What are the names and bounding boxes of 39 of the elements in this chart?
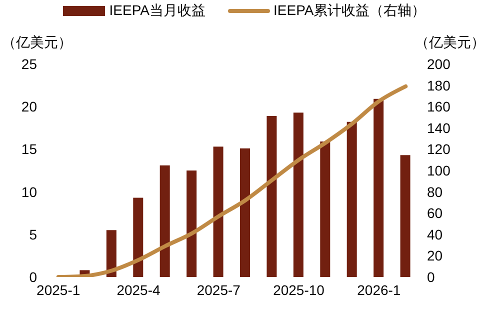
y2-tick-label: 80 — [427, 184, 443, 200]
bar — [186, 170, 197, 277]
y2-tick-label: 120 — [427, 141, 451, 158]
x-tick-label: 2025-1 — [36, 282, 80, 298]
bar — [160, 165, 170, 277]
y2-tick-label: 140 — [427, 120, 451, 136]
y2-tick-label: 40 — [427, 226, 443, 242]
bar — [374, 98, 384, 277]
x-tick-label: 2026-1 — [357, 282, 401, 298]
bar — [266, 116, 277, 277]
y2-tick-label: 20 — [427, 248, 443, 264]
y-axis-title: （亿美元） — [2, 34, 72, 52]
y2-tick-label: 200 — [427, 56, 451, 72]
bar — [293, 112, 304, 277]
bar — [400, 155, 410, 277]
bar — [320, 142, 330, 277]
line-series — [56, 84, 408, 277]
y-tick-label: 10 — [21, 184, 38, 200]
y-tick-label: 15 — [21, 141, 38, 158]
x-tick-label: 2025-4 — [116, 282, 161, 298]
bar — [240, 148, 250, 277]
y2-tick-label: 60 — [427, 205, 443, 222]
y2-tick-label: 180 — [427, 77, 451, 94]
y2-axis-title: （亿美元） — [415, 34, 485, 52]
bar — [346, 122, 357, 277]
bar — [213, 146, 224, 277]
bar — [133, 198, 144, 277]
y-tick-label: 5 — [29, 226, 38, 242]
legend-label: IEEPA累计收益（右轴） — [274, 2, 426, 20]
x-tick-label: 2025-10 — [273, 282, 325, 298]
y-tick-label: 0 — [29, 268, 38, 285]
y2-tick-label: 0 — [427, 268, 435, 285]
legend-label: IEEPA当月收益 — [109, 2, 206, 20]
y-tick-label: 25 — [21, 56, 38, 72]
y-tick-label: 20 — [21, 98, 38, 115]
y2-tick-label: 100 — [427, 162, 451, 178]
bar — [106, 230, 116, 277]
y2-tick-label: 160 — [427, 98, 451, 115]
x-tick-label: 2025-7 — [196, 282, 241, 298]
